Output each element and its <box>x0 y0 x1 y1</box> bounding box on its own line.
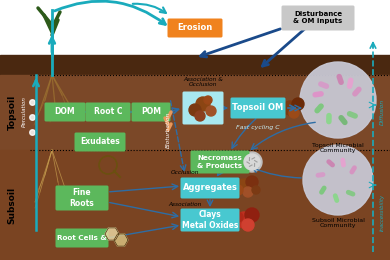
Text: Diffusion: Diffusion <box>379 99 385 125</box>
FancyBboxPatch shape <box>85 102 131 121</box>
Circle shape <box>233 185 243 195</box>
Text: Association: Association <box>168 202 202 206</box>
Text: Perculation: Perculation <box>21 96 27 127</box>
Text: DOM: DOM <box>55 107 75 116</box>
Text: Fine
Roots: Fine Roots <box>70 188 94 208</box>
Circle shape <box>292 98 304 110</box>
FancyBboxPatch shape <box>230 98 285 119</box>
Circle shape <box>242 152 262 172</box>
Bar <box>0 0 390 55</box>
Text: Bioturbation: Bioturbation <box>165 112 170 148</box>
Circle shape <box>233 212 243 222</box>
Circle shape <box>245 208 259 222</box>
FancyBboxPatch shape <box>183 92 223 125</box>
Circle shape <box>243 187 253 197</box>
Circle shape <box>237 179 251 193</box>
Circle shape <box>189 104 201 116</box>
Text: Root C: Root C <box>94 107 122 116</box>
Text: Topsoil Microbial
Community: Topsoil Microbial Community <box>312 142 364 153</box>
Polygon shape <box>114 234 128 246</box>
Text: POM: POM <box>141 107 161 116</box>
Circle shape <box>196 97 210 111</box>
FancyBboxPatch shape <box>74 133 126 152</box>
FancyBboxPatch shape <box>181 178 239 198</box>
Circle shape <box>206 106 216 116</box>
Polygon shape <box>105 228 119 240</box>
Text: Occlusion: Occlusion <box>171 170 199 174</box>
FancyBboxPatch shape <box>131 102 170 121</box>
Text: Subsoil Microbial
Community: Subsoil Microbial Community <box>312 218 364 228</box>
Text: Aggregates: Aggregates <box>183 184 238 192</box>
Bar <box>0 75 390 150</box>
Text: Erosion: Erosion <box>177 23 213 32</box>
Circle shape <box>303 145 373 215</box>
Text: Subsoil: Subsoil <box>7 186 16 224</box>
Text: Clays
Metal Oxides: Clays Metal Oxides <box>182 210 238 230</box>
Text: Root Cells &: Root Cells & <box>57 235 107 241</box>
Text: Exudates: Exudates <box>80 138 120 146</box>
Text: Necromass
& Products: Necromass & Products <box>197 155 243 168</box>
FancyBboxPatch shape <box>167 18 223 37</box>
Circle shape <box>246 176 258 188</box>
FancyBboxPatch shape <box>44 102 85 121</box>
FancyBboxPatch shape <box>282 5 355 30</box>
Circle shape <box>300 62 376 138</box>
Text: Disturbance
& OM inputs: Disturbance & OM inputs <box>293 11 343 24</box>
Circle shape <box>289 108 299 118</box>
Circle shape <box>236 212 252 228</box>
Circle shape <box>204 96 212 104</box>
Circle shape <box>283 101 297 115</box>
Text: Inaccessibility: Inaccessibility <box>379 193 385 231</box>
Text: Topsoil: Topsoil <box>7 94 16 130</box>
Circle shape <box>252 186 260 194</box>
Circle shape <box>242 219 254 231</box>
Circle shape <box>195 111 205 121</box>
Circle shape <box>244 154 260 170</box>
Bar <box>0 55 390 75</box>
Bar <box>0 150 390 260</box>
FancyBboxPatch shape <box>181 209 239 231</box>
FancyBboxPatch shape <box>190 151 250 173</box>
Text: Association &
Occlusion: Association & Occlusion <box>183 77 223 87</box>
Text: Fast cycling C: Fast cycling C <box>236 126 280 131</box>
Text: Topsoil OM: Topsoil OM <box>232 103 284 113</box>
FancyBboxPatch shape <box>55 229 108 248</box>
FancyBboxPatch shape <box>55 185 108 211</box>
